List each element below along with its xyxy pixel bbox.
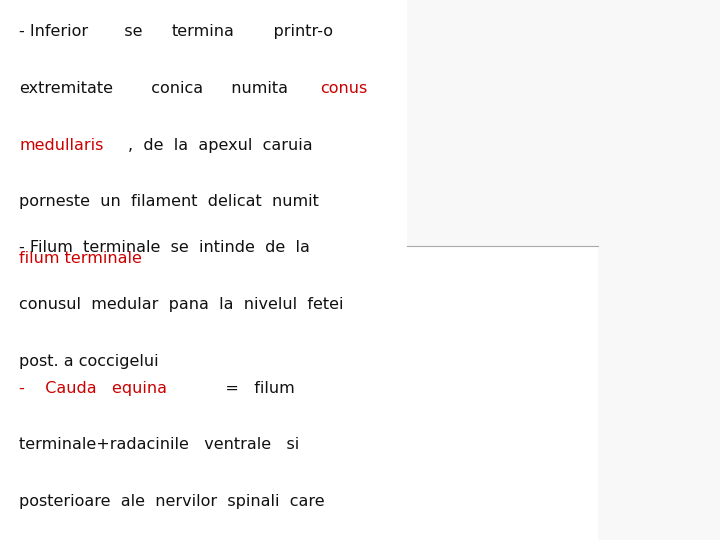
Text: post. a coccigelui: post. a coccigelui xyxy=(19,354,159,369)
Text: posterioare  ale  nervilor  spinali  care: posterioare ale nervilor spinali care xyxy=(19,494,325,509)
Text: conica: conica xyxy=(140,81,203,96)
Text: termina: termina xyxy=(171,24,235,39)
Text: filum terminale: filum terminale xyxy=(19,251,143,266)
Text: conusul  medular  pana  la  nivelul  fetei: conusul medular pana la nivelul fetei xyxy=(19,297,344,312)
Text: -    Cauda   equina: - Cauda equina xyxy=(19,381,168,396)
Bar xyxy=(407,0,598,246)
Text: medullaris: medullaris xyxy=(19,138,104,153)
Text: se: se xyxy=(109,24,158,39)
Bar xyxy=(598,0,720,540)
Text: printr-o: printr-o xyxy=(253,24,333,39)
Text: terminale+radacinile   ventrale   si: terminale+radacinile ventrale si xyxy=(19,437,300,453)
Text: extremitate: extremitate xyxy=(19,81,114,96)
Text: =   filum: = filum xyxy=(210,381,295,396)
Text: conus: conus xyxy=(320,81,368,96)
Text: ,  de  la  apexul  caruia: , de la apexul caruia xyxy=(128,138,313,153)
Text: porneste  un  filament  delicat  numit: porneste un filament delicat numit xyxy=(19,194,319,210)
Text: numita: numita xyxy=(221,81,288,96)
Text: - Inferior: - Inferior xyxy=(19,24,89,39)
Text: - Filum  terminale  se  intinde  de  la: - Filum terminale se intinde de la xyxy=(19,240,310,255)
